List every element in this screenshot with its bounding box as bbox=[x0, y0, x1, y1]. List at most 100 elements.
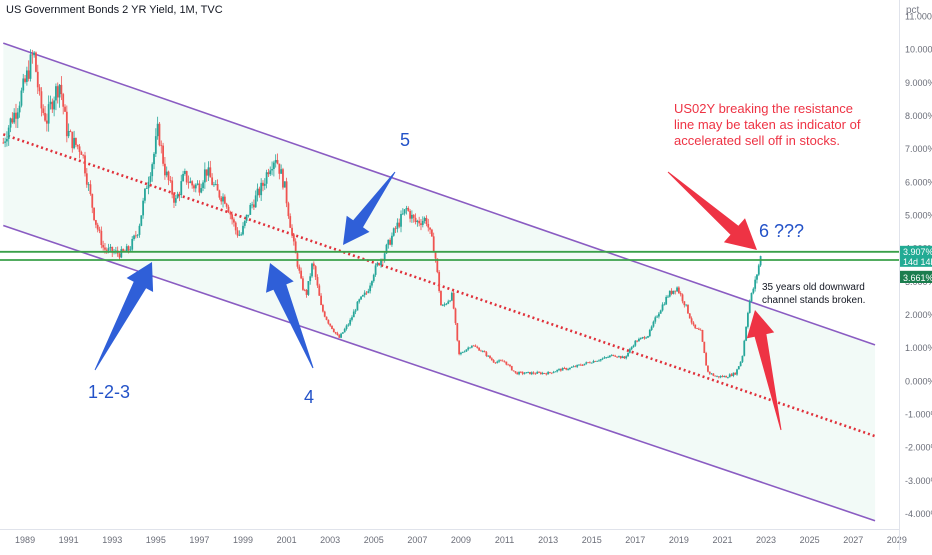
y-tick-label: -4.000% bbox=[905, 509, 932, 519]
candle bbox=[474, 345, 477, 347]
candle bbox=[145, 188, 148, 189]
candle bbox=[416, 220, 419, 223]
candle bbox=[516, 372, 519, 375]
candle bbox=[104, 247, 106, 250]
price-tag-box bbox=[900, 255, 932, 267]
candle bbox=[458, 340, 461, 355]
candle bbox=[223, 196, 226, 204]
candle bbox=[131, 238, 134, 250]
candle bbox=[345, 325, 348, 329]
candle bbox=[743, 340, 746, 356]
candle bbox=[672, 290, 675, 294]
candle bbox=[391, 235, 393, 245]
candle bbox=[173, 194, 175, 203]
candle bbox=[73, 137, 75, 149]
candle bbox=[40, 91, 43, 109]
candle bbox=[723, 375, 726, 377]
candle bbox=[302, 278, 304, 290]
candle bbox=[94, 220, 97, 225]
candle bbox=[222, 196, 224, 202]
candle bbox=[354, 310, 357, 312]
candle bbox=[454, 308, 457, 324]
candle bbox=[76, 144, 79, 147]
candle bbox=[489, 355, 491, 359]
candle bbox=[260, 182, 263, 196]
candle bbox=[411, 214, 413, 219]
candle bbox=[383, 253, 386, 260]
candle bbox=[545, 373, 548, 375]
candle bbox=[340, 333, 342, 338]
candle bbox=[263, 183, 266, 186]
candle bbox=[400, 214, 402, 227]
candle bbox=[746, 312, 749, 327]
candle bbox=[527, 371, 530, 373]
candle bbox=[667, 296, 669, 298]
candle bbox=[409, 210, 411, 219]
candle bbox=[325, 316, 328, 320]
candle bbox=[156, 123, 159, 137]
candle bbox=[185, 171, 188, 183]
candle bbox=[681, 294, 684, 302]
candle bbox=[287, 203, 290, 217]
arrow-6 bbox=[667, 171, 757, 250]
candle bbox=[699, 329, 702, 331]
candle bbox=[320, 295, 322, 306]
candle bbox=[539, 372, 542, 375]
candle bbox=[82, 154, 85, 156]
candle bbox=[605, 357, 608, 359]
candle bbox=[276, 159, 279, 164]
candle bbox=[365, 292, 368, 294]
candle bbox=[608, 355, 611, 358]
candle bbox=[33, 52, 36, 56]
candle bbox=[196, 183, 199, 185]
candle bbox=[133, 235, 135, 239]
candle bbox=[176, 194, 179, 199]
candle bbox=[15, 112, 17, 119]
candle bbox=[385, 244, 388, 254]
candle bbox=[639, 337, 642, 339]
candle bbox=[49, 101, 52, 105]
candle bbox=[158, 123, 161, 146]
candle bbox=[118, 253, 121, 258]
candle bbox=[87, 184, 90, 186]
candle bbox=[708, 371, 711, 374]
candle bbox=[739, 361, 742, 367]
candle bbox=[278, 163, 281, 174]
candle bbox=[134, 235, 137, 237]
candle bbox=[311, 263, 313, 277]
candle bbox=[154, 136, 157, 154]
candle bbox=[401, 213, 404, 215]
candle bbox=[322, 305, 324, 312]
candle bbox=[249, 204, 252, 215]
candle bbox=[670, 290, 673, 294]
candle bbox=[31, 54, 34, 56]
candle bbox=[599, 359, 602, 361]
candle bbox=[737, 366, 740, 370]
y-tick-label: 5.000% bbox=[905, 211, 932, 221]
candle bbox=[274, 159, 277, 163]
candle bbox=[256, 188, 259, 196]
candle bbox=[519, 371, 522, 373]
label-4: 4 bbox=[304, 387, 314, 407]
candle bbox=[245, 214, 248, 221]
candle bbox=[282, 169, 284, 188]
candle bbox=[610, 354, 613, 356]
annotation-text-layer: 1-2-3 4 5 6 ??? US02Y breaking the resistanc… bbox=[88, 101, 865, 407]
candle bbox=[552, 372, 555, 374]
candle bbox=[748, 301, 751, 313]
candle bbox=[618, 356, 620, 358]
candle bbox=[587, 362, 589, 364]
candle bbox=[283, 181, 286, 188]
candle bbox=[125, 246, 128, 252]
candle bbox=[616, 356, 619, 358]
candle bbox=[167, 171, 170, 181]
candle bbox=[218, 190, 221, 198]
candle bbox=[13, 112, 16, 123]
candle bbox=[16, 112, 19, 119]
x-tick-label: 2003 bbox=[320, 535, 340, 545]
candle bbox=[312, 263, 315, 267]
candle bbox=[6, 138, 8, 142]
candle bbox=[211, 177, 214, 185]
candle bbox=[727, 377, 729, 379]
